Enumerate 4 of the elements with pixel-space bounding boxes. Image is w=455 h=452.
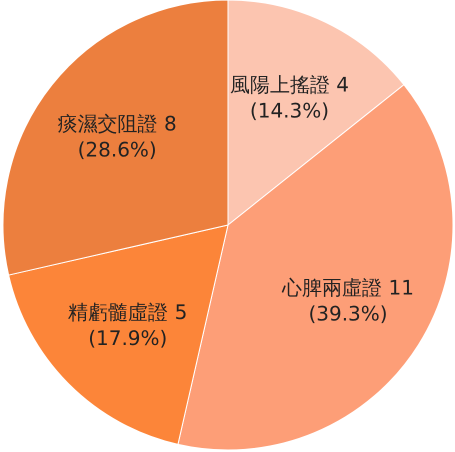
slice-label: 痰濕交阻證 8 (28.6%) <box>58 112 177 162</box>
slice-label: 心脾兩虛證 11 (39.3%) <box>281 275 414 326</box>
slice-label: 風陽上搖證 4 (14.3%) <box>230 72 350 122</box>
slice-label: 精虧髓虛證 5 (17.9%) <box>68 300 188 350</box>
